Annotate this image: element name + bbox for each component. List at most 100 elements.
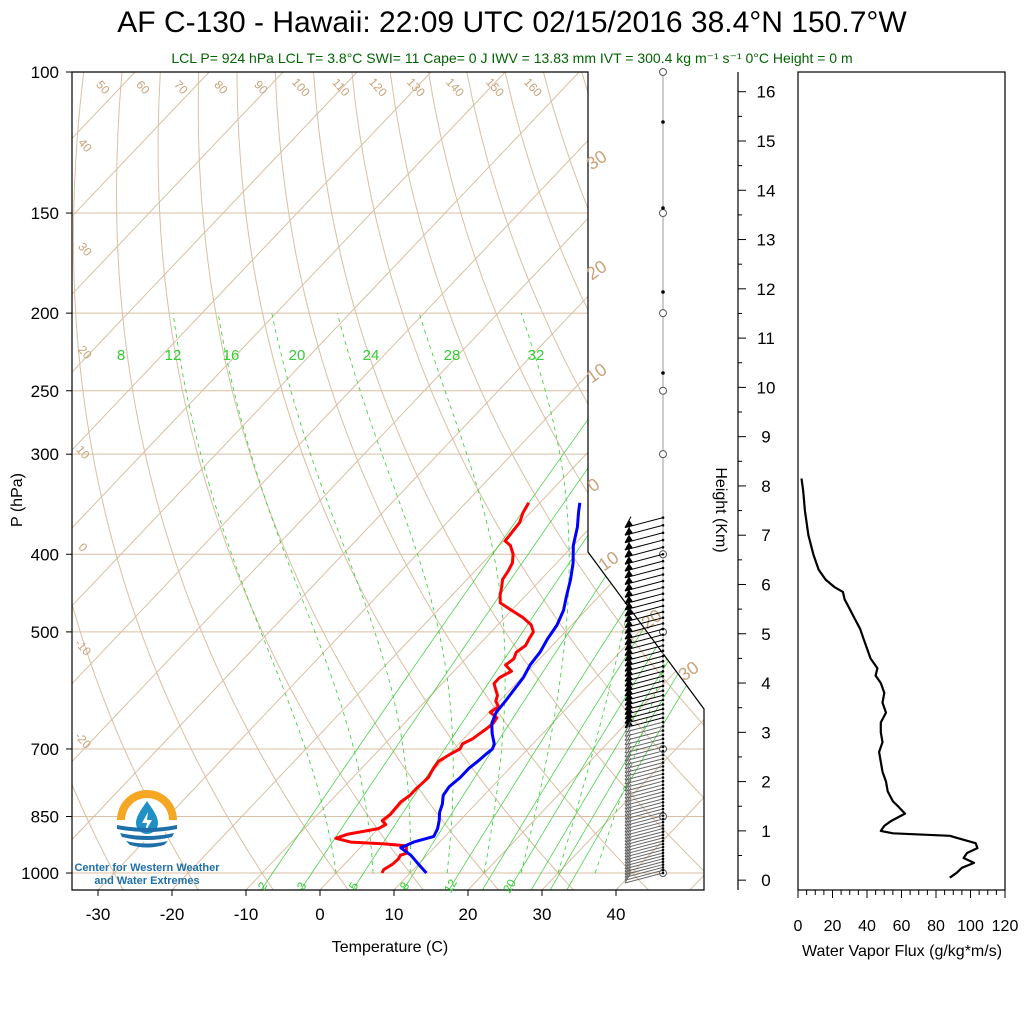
wind-barb (624, 649, 665, 662)
wind-barb-shaft (624, 818, 664, 830)
wind-barb-shaft (624, 849, 664, 861)
wind-barb-shaft (624, 750, 664, 762)
mixing-ratio-line (508, 361, 704, 890)
wind-barb-shaft (624, 811, 664, 823)
wind-staff-dot (661, 627, 665, 631)
wind-barb-flag (625, 692, 633, 701)
isotherm-line (245, 72, 704, 890)
pressure-tick-label: 400 (31, 545, 59, 564)
wind-barb-flag (625, 663, 633, 672)
wind-staff-dot (661, 779, 665, 783)
wind-barb (624, 741, 665, 754)
wind-barb-feather (624, 851, 632, 864)
mixing-ratio-label: 16 (223, 347, 240, 364)
wind-staff-dot (661, 768, 665, 772)
height-tick-label: 7 (761, 526, 770, 545)
dry-adiabat-line (157, 72, 424, 890)
isotherm-line (171, 72, 704, 890)
wind-staff-dot (661, 622, 665, 625)
height-tick-label: 3 (761, 723, 770, 742)
wind-barb-flag (625, 642, 633, 651)
isotherm-label: 30 (75, 240, 95, 260)
wind-staff-dot (661, 604, 665, 608)
isotherm-line (97, 72, 704, 890)
wind-barb (624, 787, 665, 799)
wind-staff-dot (661, 797, 665, 801)
wind-barb-feather (624, 768, 632, 781)
wind-staff-dot (661, 698, 665, 702)
wind-barb (624, 820, 665, 833)
pressure-tick-label: 100 (31, 63, 59, 82)
wind-staff-dot (661, 866, 665, 869)
isotherm-line (541, 72, 704, 890)
height-tick-label: 12 (757, 280, 776, 299)
wind-barb-shaft (624, 824, 664, 836)
wind-barb-feather (624, 725, 632, 737)
mixing-ratio-label: 12 (441, 876, 460, 895)
wind-barb (624, 807, 665, 820)
wind-barb (624, 689, 665, 702)
wind-staff-dot (661, 833, 665, 837)
temperature-tick-label: -20 (160, 905, 185, 924)
moist-adiabat-line (217, 313, 374, 874)
wind-barb-shaft (624, 721, 664, 733)
wind-barb (624, 729, 665, 742)
wind-staff-dot (661, 757, 665, 761)
isotherm-line (72, 72, 506, 890)
wind-staff-dot (661, 670, 665, 673)
wind-barb-flag (625, 542, 633, 551)
wind-barb-shaft (624, 784, 664, 796)
wind-barb-feather (624, 790, 632, 803)
wind-barb-flag (625, 687, 633, 696)
wind-barb (624, 579, 665, 592)
wind-barb-feather (624, 866, 632, 878)
wind-barb-shaft (624, 834, 664, 846)
height-tick-label: 8 (761, 477, 770, 496)
isotherm-label: 100 (289, 75, 313, 99)
wind-barb-flag (625, 658, 633, 667)
wind-barb (624, 768, 665, 781)
wind-barb-shaft (624, 869, 664, 881)
isotherm-line (467, 72, 704, 890)
wind-barb-shaft (624, 725, 664, 737)
wind-barb-feather (624, 745, 632, 758)
wind-staff-dot (661, 842, 665, 846)
y-axis-title: P (hPa) (9, 473, 26, 527)
wind-barb (624, 765, 665, 777)
height-tick-label: 13 (757, 231, 776, 250)
isotherm-line (72, 72, 580, 890)
wind-barb (624, 573, 665, 586)
wind-barb-shaft (624, 773, 664, 785)
moist-adiabat-line (520, 312, 570, 874)
wind-staff-dot (661, 765, 665, 768)
pressure-tick-label: 1000 (21, 864, 59, 883)
wind-staff-dot (661, 790, 665, 794)
isotherm-label: 30 (675, 657, 703, 685)
isotherm-label: -10 (72, 636, 94, 658)
wind-barb-shaft (624, 805, 664, 817)
wind-staff-dot (661, 592, 665, 595)
dewpoint-profile-line (399, 502, 582, 875)
wind-staff-dot (661, 694, 665, 697)
wind-barb-shaft (624, 791, 664, 803)
wind-staff-dot (661, 720, 665, 724)
wind-barb-shaft (624, 831, 664, 843)
wind-barb-feather (624, 787, 632, 799)
wind-barb (624, 753, 665, 766)
wind-staff-dot (661, 610, 665, 614)
wind-barb-shaft (624, 864, 664, 876)
wind-barb-flag (625, 549, 633, 558)
wind-staff-dot (661, 820, 665, 824)
wind-staff-dot (661, 559, 665, 563)
wind-barb (624, 627, 665, 640)
wind-staff-dot (661, 848, 665, 852)
wind-barb-feather (624, 854, 632, 867)
wind-staff-dot (661, 579, 665, 583)
wind-barb-shaft (624, 787, 664, 799)
mixing-ratio-label: 20 (500, 876, 519, 895)
wind-staff-dot (661, 863, 665, 866)
dry-adiabat-line (197, 72, 499, 890)
wind-barb-shaft (624, 794, 664, 806)
dry-adiabat-line (812, 72, 1024, 890)
wind-barb-feather (624, 776, 632, 788)
